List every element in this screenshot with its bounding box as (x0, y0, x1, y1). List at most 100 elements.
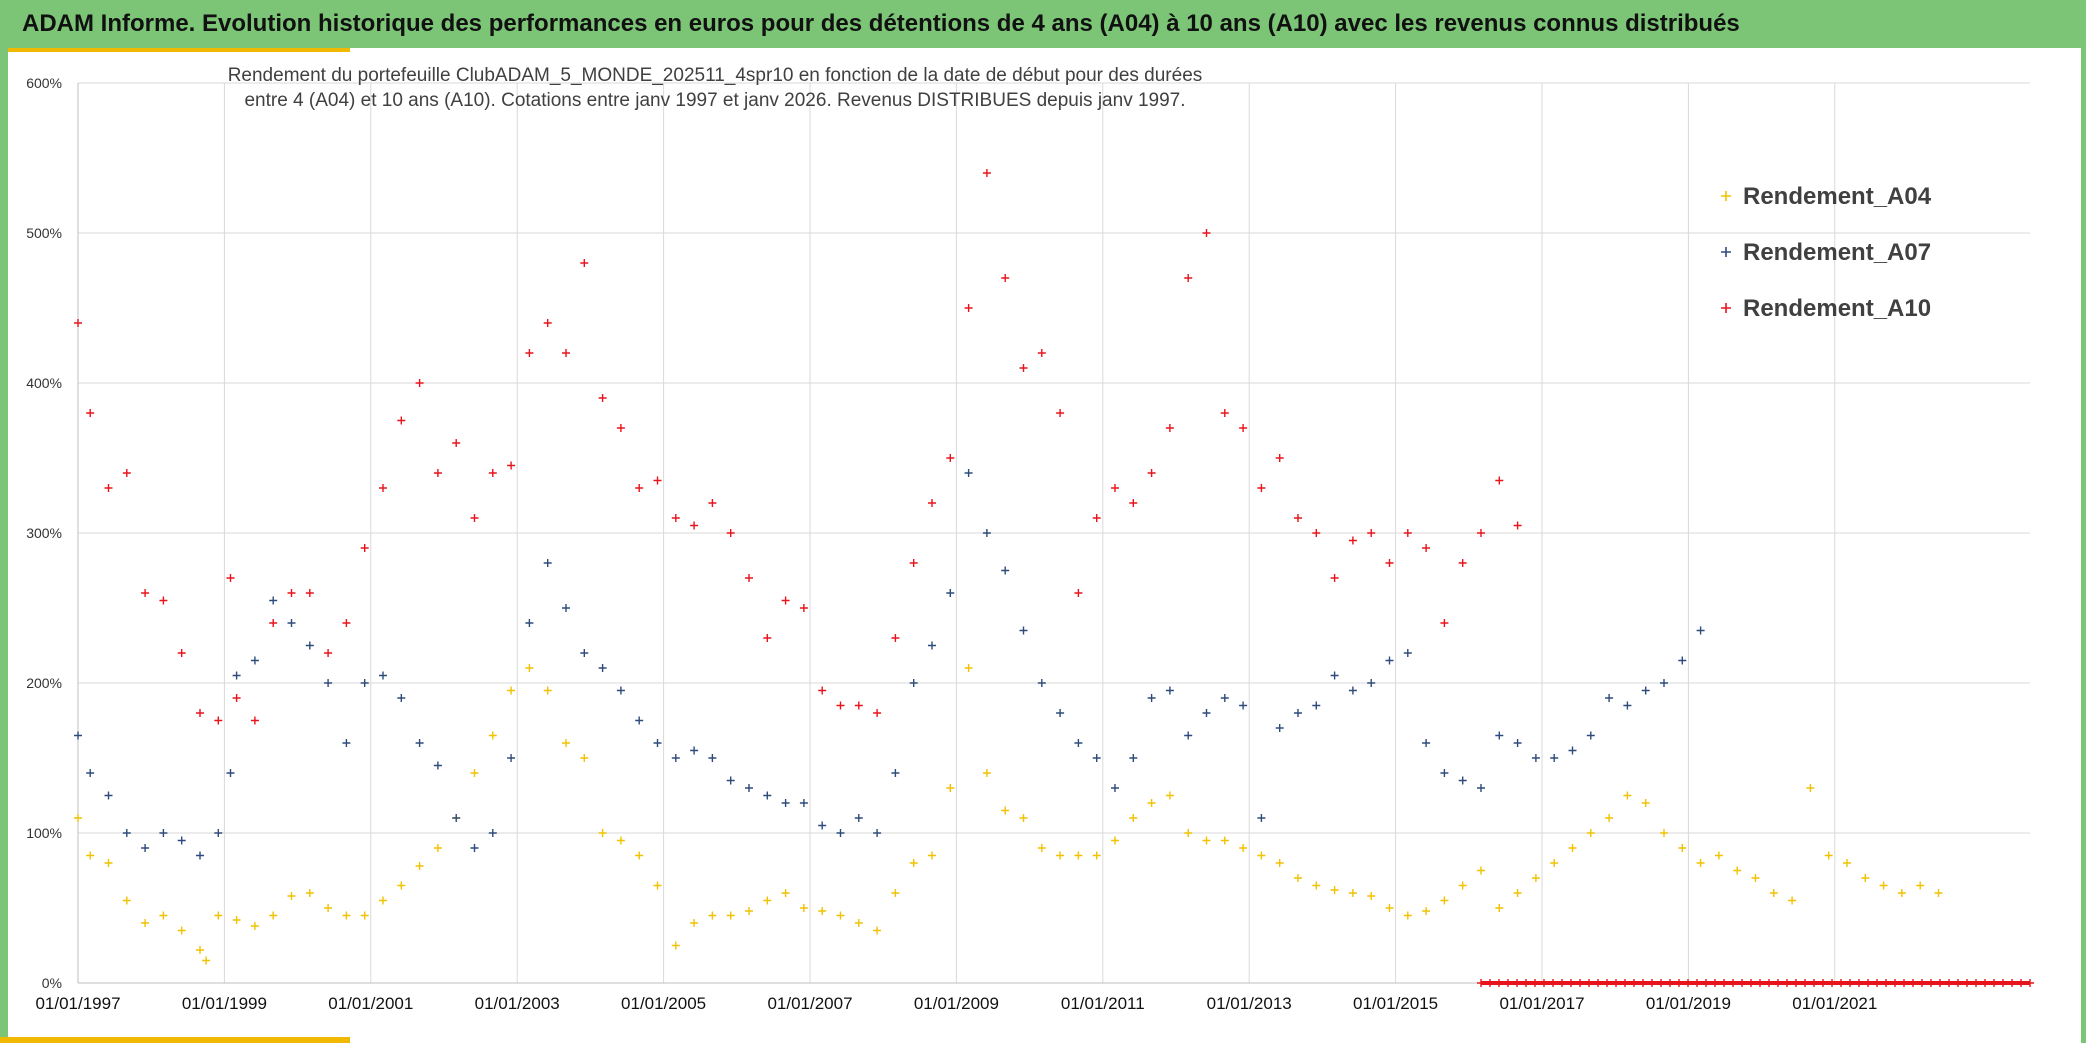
rendement-a07-point (580, 649, 589, 657)
legend-label: Rendement_A04 (1743, 183, 1932, 210)
rendement-a10-point (964, 304, 973, 312)
rendement-a10-point (1202, 229, 1211, 237)
flat-segment-point (1477, 979, 1485, 987)
rendement-a04-point (1586, 829, 1595, 837)
flat-segment-point (1495, 979, 1503, 987)
rendement-a10-point (726, 529, 735, 537)
rendement-a07-point (781, 799, 790, 807)
rendement-a07-point (873, 829, 882, 837)
rendement-a10-point (1294, 514, 1302, 522)
flat-segment-point (1792, 979, 1800, 987)
flat-segment-point (1648, 979, 1656, 987)
rendement-a04-point (1092, 851, 1101, 860)
rendement-a04-point (196, 946, 204, 954)
rendement-a07-point (86, 769, 95, 777)
rendement-a07-point (287, 619, 296, 627)
rendement-a04-point (342, 911, 351, 920)
rendement-a10-point (1129, 499, 1138, 507)
accent-bar-bottom (0, 1037, 350, 1043)
rendement-a10-point (86, 409, 95, 417)
rendement-a04-point (1220, 836, 1229, 845)
rendement-a04-point (269, 911, 278, 920)
flat-segment-point (1693, 979, 1701, 987)
rendement-a10-point (226, 574, 235, 582)
rendement-a07-point (250, 656, 259, 665)
rendement-a10-point (305, 589, 314, 597)
y-tick-label: 400% (26, 375, 62, 391)
rendement-a07-point (1458, 776, 1467, 785)
flat-segment-point (1612, 979, 1620, 987)
rendement-a10-point (1220, 409, 1229, 417)
rendement-a04-point (1696, 859, 1705, 867)
flat-segment-point (1774, 979, 1782, 987)
rendement-a04-point (598, 829, 607, 837)
rendement-a04-point (726, 911, 735, 920)
flat-segment-point (1747, 979, 1755, 987)
rendement-a10-point (1403, 529, 1412, 537)
x-tick-label: 01/01/2017 (1499, 994, 1584, 1013)
rendement-a07-point (269, 596, 278, 605)
rendement-a10-point (1440, 619, 1449, 627)
rendement-a04-point (562, 739, 570, 747)
rendement-a07-point (635, 716, 644, 725)
rendement-a07-point (397, 694, 406, 702)
rendement-a04-point (854, 919, 863, 927)
chart-subtitle-line-2: entre 4 (A04) et 10 ans (A10). Cotations… (244, 90, 1185, 111)
rendement-a04-point (287, 892, 296, 900)
rendement-a04-point (799, 904, 808, 912)
rendement-a10-point (342, 619, 351, 627)
rendement-a07-point (1623, 701, 1632, 710)
rendement-a10-point (1239, 424, 1248, 432)
rendement-a10-point (763, 634, 772, 642)
rendement-a10-point (452, 439, 461, 447)
rendement-a04-point (525, 664, 534, 672)
rendement-a04-point (1843, 859, 1851, 867)
rendement-a07-point (543, 559, 552, 567)
rendement-a07-point (1092, 754, 1101, 762)
rendement-a07-point (1440, 769, 1449, 777)
rendement-a04-point (250, 922, 259, 930)
rendement-a04-point (1495, 904, 1504, 912)
rendement-a10-point (379, 484, 387, 492)
rendement-a04-point (1513, 889, 1522, 897)
rendement-a04-point (1330, 886, 1339, 894)
rendement-a07-point (104, 791, 113, 800)
flat-segment-point (2026, 979, 2034, 987)
rendement-a07-point (799, 799, 808, 807)
rendement-a07-point (1257, 814, 1266, 822)
rendement-a07-point (1129, 754, 1138, 762)
rendement-a07-point (1495, 731, 1504, 740)
rendement-a07-point (1696, 626, 1705, 635)
rendement-a07-point (1641, 686, 1650, 695)
flat-segment-point (1486, 979, 1494, 987)
flat-segment-point (1954, 979, 1962, 987)
rendement-a07-point (452, 814, 461, 822)
rendement-a10-point (690, 521, 699, 530)
rendement-a07-point (1037, 679, 1046, 687)
legend-marker (1721, 303, 1731, 313)
x-tick-label: 01/01/1997 (35, 994, 120, 1013)
right-border (2081, 48, 2086, 1043)
rendement-a10-point (982, 169, 991, 177)
rendement-a07-point (726, 776, 735, 785)
rendement-a10-point (854, 701, 863, 710)
rendement-a07-point (1019, 626, 1028, 635)
rendement-a04-point (1897, 889, 1906, 897)
flat-segment-point (1765, 979, 1773, 987)
rendement-a07-point (1513, 739, 1522, 747)
flat-segment-point (1585, 979, 1593, 987)
rendement-a04-point (214, 911, 223, 920)
rendement-a04-point (1239, 844, 1248, 852)
rendement-a04-point (1879, 881, 1888, 890)
rendement-a04-point (1568, 844, 1577, 852)
rendement-a10-point (1348, 536, 1357, 545)
rendement-a04-point (982, 769, 991, 777)
rendement-a04-point (415, 862, 424, 870)
rendement-a07-point (946, 589, 955, 597)
rendement-a07-point (708, 754, 717, 762)
left-border (0, 48, 8, 1043)
rendement-a04-point (1056, 851, 1065, 860)
rendement-a10-point (1019, 364, 1028, 372)
rendement-a07-point (671, 754, 680, 762)
flat-segment-point (1504, 979, 1512, 987)
